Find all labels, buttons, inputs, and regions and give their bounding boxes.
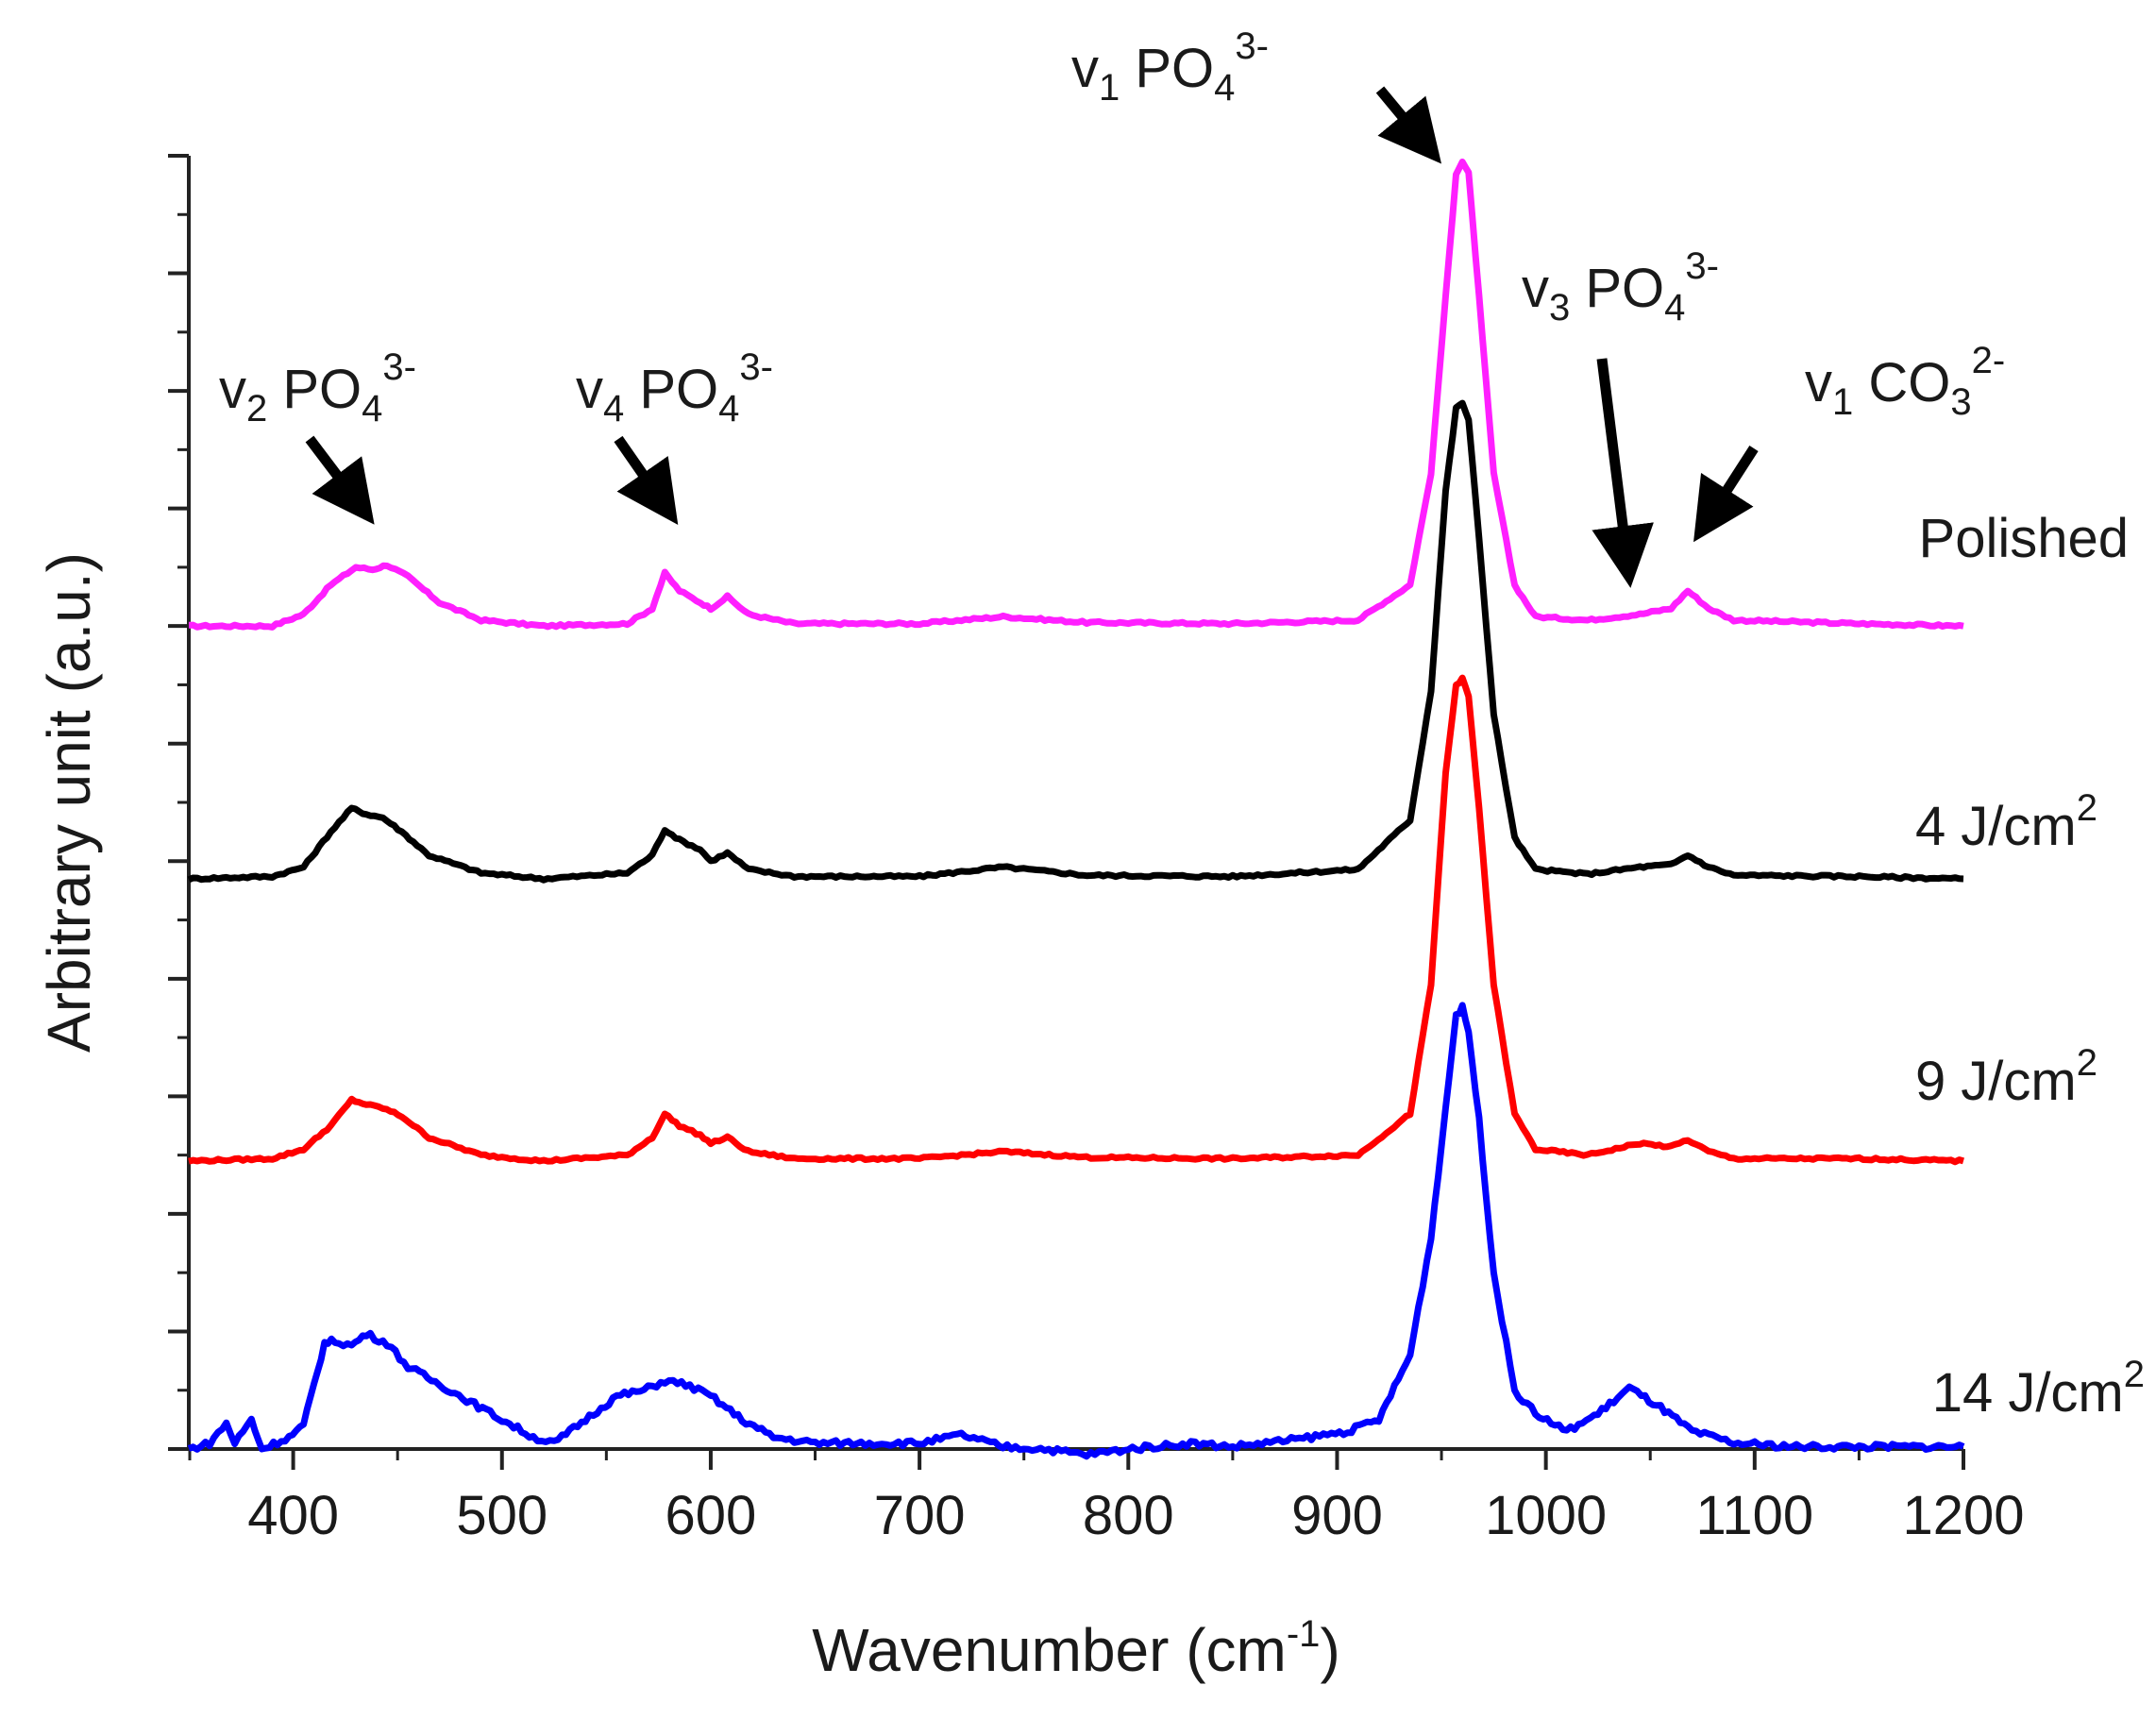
series-label-polished: Polished: [1919, 508, 2129, 569]
annotation-v4-po4-sub2: 4: [718, 388, 739, 430]
annotation-v2-po4: v2 PO43-: [219, 346, 416, 430]
annotation-v1-po4-sub2: 4: [1214, 67, 1235, 109]
annotation-v4-po4-v: v: [576, 359, 603, 420]
x-axis-title-sup: -1: [1287, 1613, 1321, 1655]
x-tick-label: 500: [456, 1485, 547, 1546]
annotation-v1-po4-arrow: [1375, 86, 1442, 164]
annotation-v1-po4-v: v: [1071, 38, 1099, 99]
annotation-v3-po4-arrow: [1592, 358, 1654, 588]
series-line-14-j-cm2: [187, 1002, 1965, 1460]
annotation-v1-co3: v1 CO32-: [1805, 340, 2005, 423]
series-label-9j-sup: 2: [2077, 1042, 2097, 1084]
series-label-polished-main: Polished: [1919, 508, 2129, 569]
series-line-9-j-cm2: [188, 674, 1964, 1166]
annotation-v3-po4-sup: 3-: [1685, 245, 1719, 287]
series-label-4j-sup: 2: [2077, 787, 2097, 829]
annotation-v1-co3-v: v: [1805, 352, 1832, 413]
annotation-v3-po4-rest: PO: [1570, 258, 1664, 319]
y-ticks: [168, 154, 189, 1451]
annotation-v2-po4-sup: 3-: [382, 346, 416, 388]
annotation-v1-co3-sub2: 3: [1950, 381, 1971, 423]
annotation-v2-po4-rest: PO: [267, 359, 362, 420]
annotation-v1-co3-arrow: [1693, 446, 1759, 543]
annotation-v1-po4-rest: PO: [1120, 38, 1214, 99]
annotation-v4-po4-sub: 4: [603, 388, 624, 430]
annotations: v1 PO43- v2 PO43- v4 PO43- v3 PO43- v1 C…: [219, 25, 2005, 588]
annotation-v4-po4-sup: 3-: [739, 346, 773, 388]
annotation-v2-po4-sub2: 4: [362, 388, 382, 430]
x-axis-title-end: ): [1320, 1616, 1339, 1684]
x-axis-title-main: Wavenumber (cm: [812, 1616, 1287, 1684]
series-label-14j: 14 J/cm2: [1932, 1354, 2145, 1424]
series-label-9j: 9 J/cm2: [1915, 1042, 2097, 1112]
annotation-v3-po4-v: v: [1522, 258, 1549, 319]
annotation-v4-po4: v4 PO43-: [576, 346, 773, 430]
x-tick-label: 1200: [1902, 1485, 2024, 1546]
annotation-v3-po4: v3 PO43-: [1522, 245, 1719, 329]
annotation-v1-co3-rest: CO: [1853, 352, 1950, 413]
annotation-v1-po4-sup: 3-: [1235, 25, 1269, 67]
annotation-v2-po4-sub: 2: [246, 388, 267, 430]
series-label-4j: 4 J/cm2: [1915, 787, 2097, 857]
x-tick-label: 600: [665, 1485, 757, 1546]
x-tick-label: 700: [874, 1485, 966, 1546]
annotation-v1-co3-sup: 2-: [1972, 340, 2006, 381]
annotation-v2-po4-v: v: [219, 359, 246, 420]
annotation-v4-po4-arrow: [614, 435, 679, 526]
series-label-9j-main: 9 J/cm: [1915, 1051, 2077, 1112]
x-tick-label: 400: [247, 1485, 339, 1546]
annotation-v2-po4-arrow: [305, 435, 375, 525]
annotation-v4-po4-rest: PO: [624, 359, 718, 420]
annotation-v1-po4: v1 PO43-: [1071, 25, 1269, 109]
x-ticks: 400 500 600 700 800 900 1000 1100 1200: [188, 1449, 2025, 1546]
x-tick-label: 800: [1083, 1485, 1174, 1546]
annotation-v1-co3-sub: 1: [1832, 381, 1853, 423]
series-labels: Polished 4 J/cm2 9 J/cm2 14 J/cm2: [1915, 508, 2145, 1424]
series-line-polished: [188, 159, 1964, 631]
y-axis-title: Arbitrary unit (a.u.): [35, 552, 103, 1053]
x-tick-label: 1000: [1485, 1485, 1607, 1546]
series-label-14j-main: 14 J/cm: [1932, 1362, 2124, 1424]
series-label-4j-main: 4 J/cm: [1915, 796, 2077, 857]
series-label-14j-sup: 2: [2124, 1354, 2145, 1395]
x-tick-label: 1100: [1695, 1485, 1813, 1546]
annotation-v3-po4-sub: 3: [1549, 287, 1570, 329]
series-group: [187, 159, 1965, 1460]
annotation-v1-po4-sub: 1: [1099, 67, 1120, 109]
x-axis-title: Wavenumber (cm-1): [812, 1613, 1340, 1684]
axes: 400 500 600 700 800 900 1000 1100 1200: [168, 154, 2025, 1546]
x-tick-label: 900: [1291, 1485, 1383, 1546]
annotation-v3-po4-sub2: 4: [1664, 287, 1685, 329]
series-line-4-j-cm2: [187, 399, 1964, 884]
